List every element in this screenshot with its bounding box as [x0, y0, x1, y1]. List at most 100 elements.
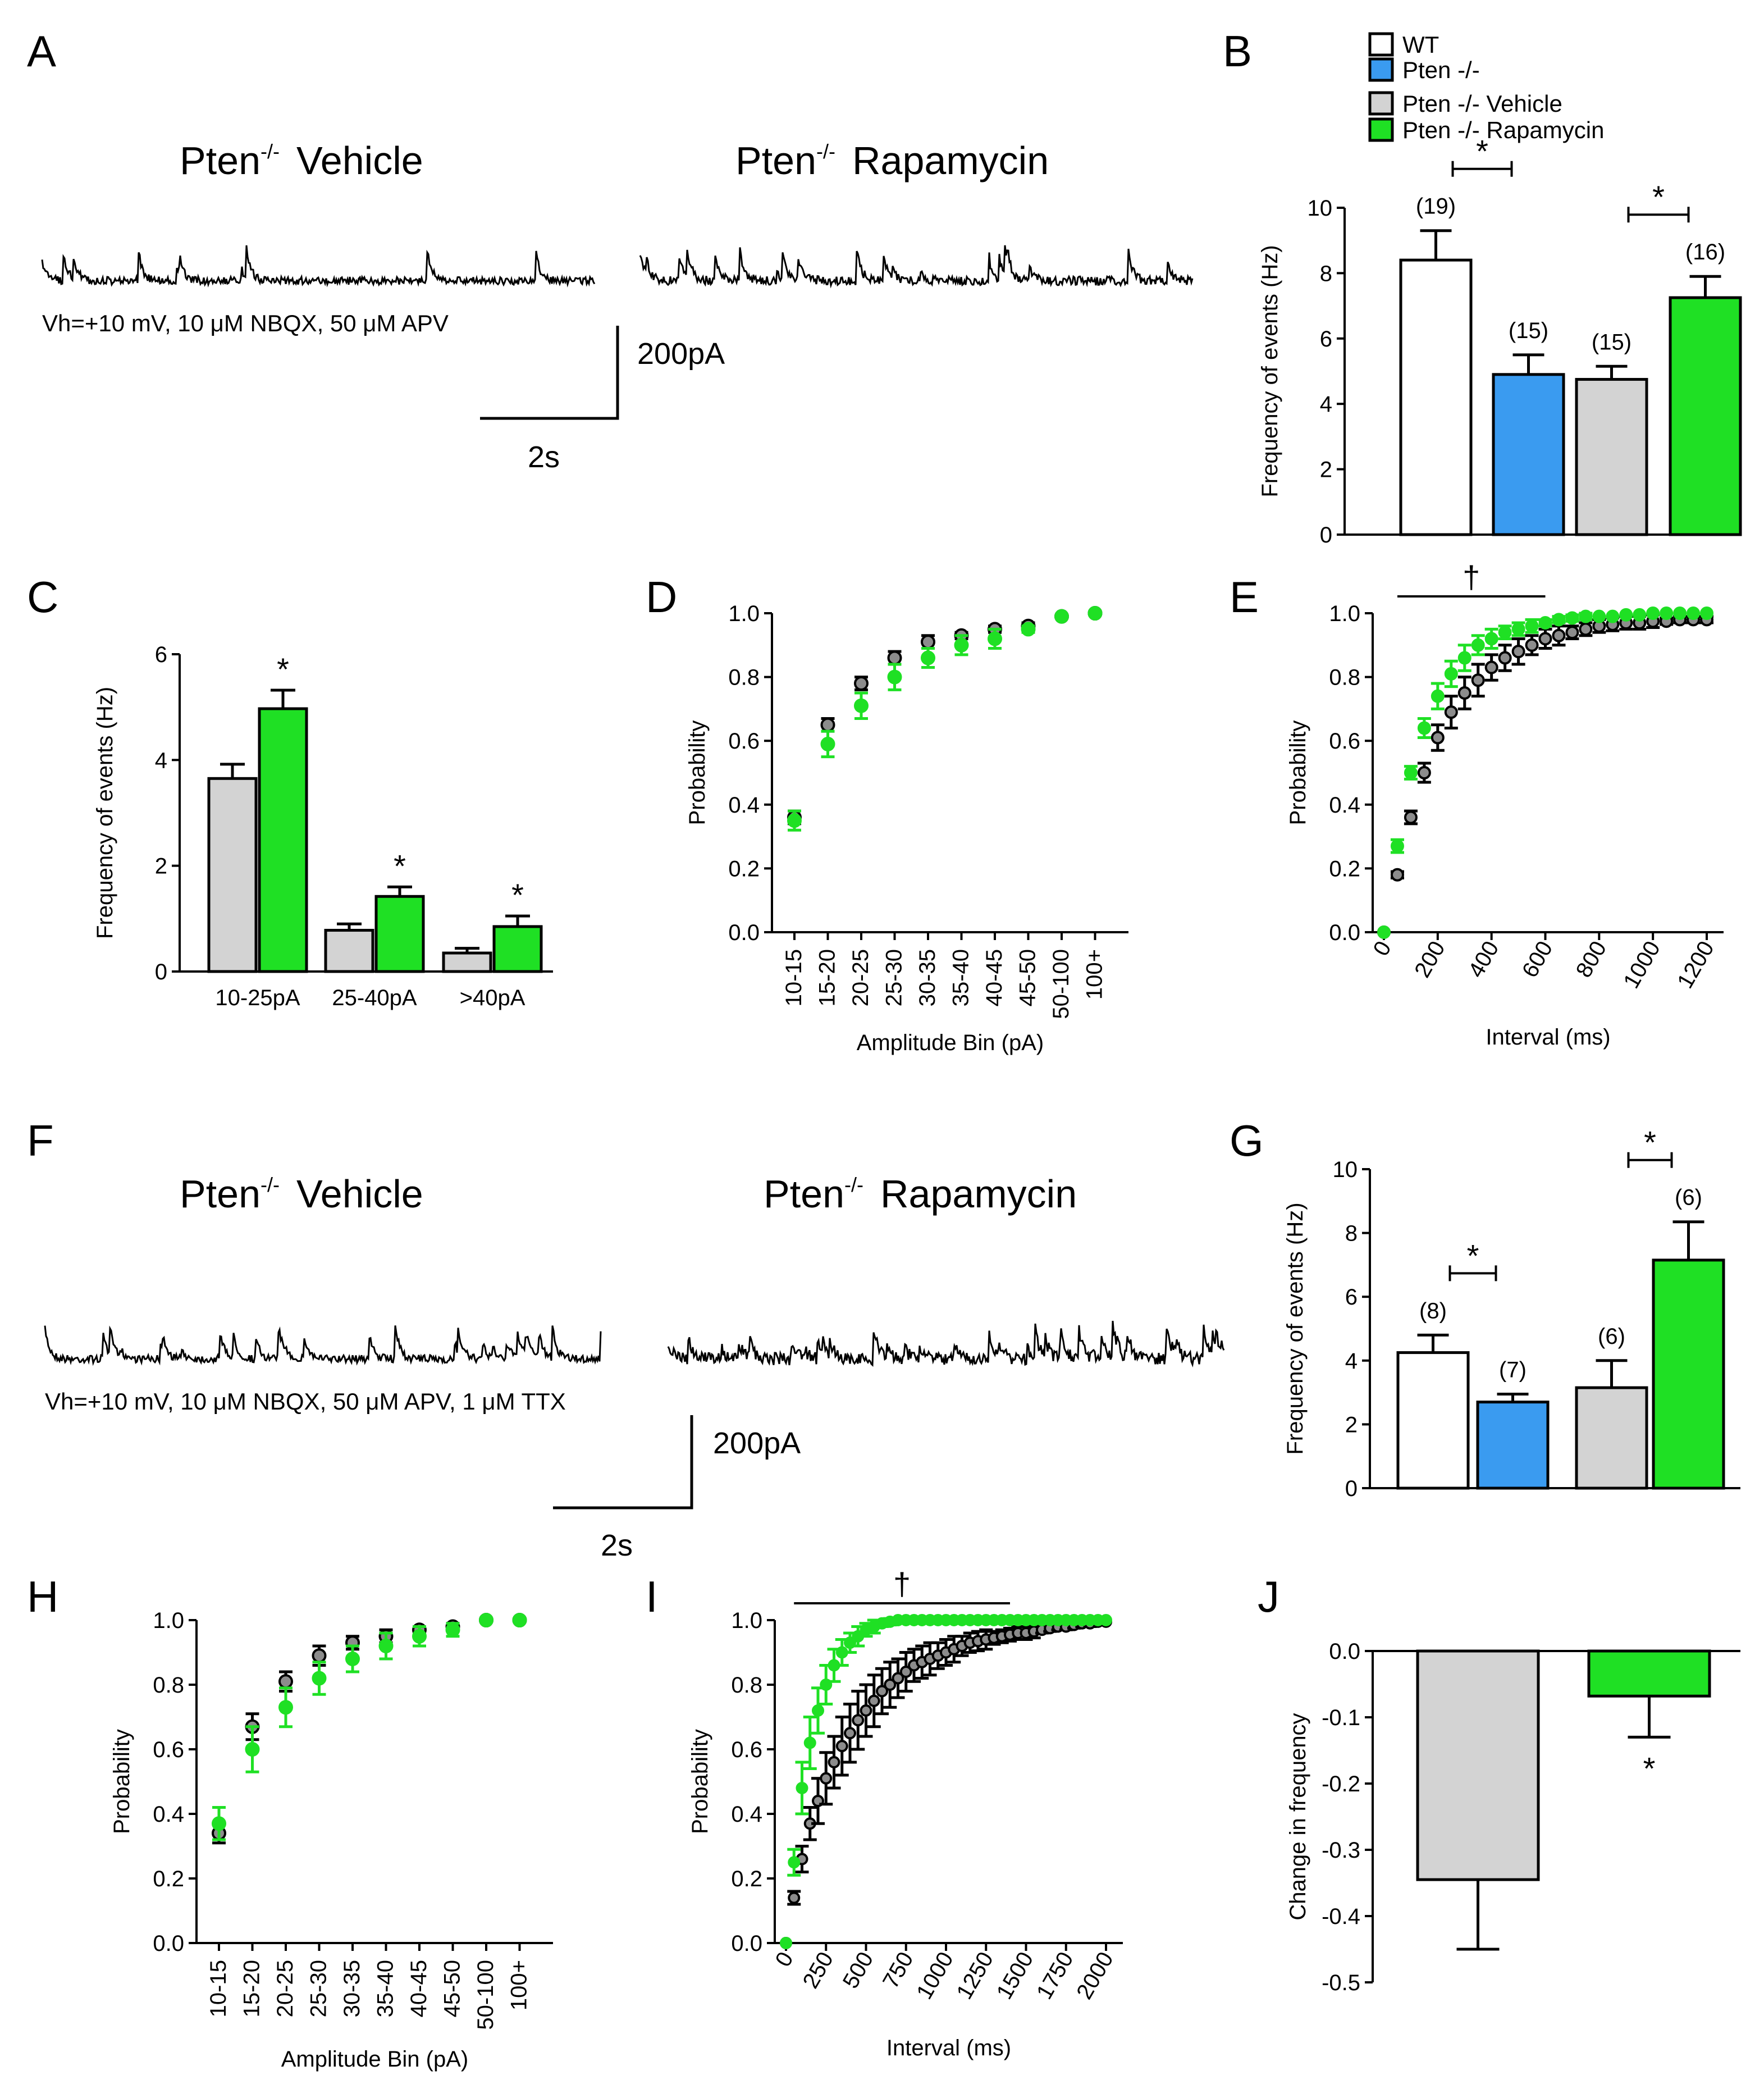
sig-star: * [394, 848, 406, 883]
data-point [1565, 626, 1579, 640]
data-point [1431, 689, 1445, 703]
x-tick-label: 50-100 [1049, 949, 1073, 1019]
scale-label-y-a: 200pA [637, 337, 725, 371]
data-point [820, 717, 835, 732]
y-tick-label: 6 [1345, 1285, 1358, 1310]
y-axis-label: Probability [688, 1729, 712, 1834]
x-tick-label: 250 [798, 1948, 838, 1993]
x-tick-label: 800 [1571, 937, 1611, 982]
legend: WT Pten -/- Pten -/- Vehicle Pten -/- Ra… [1368, 31, 1604, 143]
x-tick-label: 600 [1518, 937, 1557, 982]
data-point [1498, 626, 1512, 640]
traces-panel-f [44, 1320, 1225, 1368]
y-tick-label: 10 [1308, 196, 1333, 221]
legend-swatch-wt [1368, 32, 1394, 57]
data-point [1431, 731, 1445, 745]
data-point [1498, 651, 1512, 665]
x-tick-label: 50-100 [473, 1960, 498, 2030]
x-tick-label: 35-40 [949, 949, 974, 1006]
data-point [921, 635, 935, 650]
y-tick-label: 0.6 [728, 729, 760, 754]
y-tick-label: 0.6 [1329, 729, 1360, 754]
data-point [1538, 616, 1552, 630]
chart-j: -0.5 -0.4 -0.3 -0.2 -0.1 0.0 Change in frequen… [1286, 1639, 1740, 1995]
data-point [867, 1694, 880, 1707]
data-point [1444, 705, 1458, 719]
legend-label-wt: WT [1402, 31, 1439, 58]
data-point [1021, 622, 1036, 637]
y-tick-label: 0.2 [153, 1867, 184, 1891]
x-tick-label: 1250 [952, 1948, 998, 2004]
data-point [378, 1639, 394, 1653]
data-point [787, 813, 802, 828]
x-tick-label: 25-30 [882, 949, 907, 1006]
x-tick-label: 20-25 [273, 1960, 298, 2017]
trace-rapamycin-f [667, 1320, 1225, 1368]
data-point [1457, 686, 1471, 700]
data-point [1700, 606, 1713, 620]
panel-letter-c: C [27, 572, 58, 622]
data-point [412, 1629, 427, 1644]
data-point [1054, 609, 1069, 624]
y-tick-label: -0.5 [1322, 1971, 1360, 1995]
data-point [1484, 660, 1498, 674]
bar-4 [1652, 1258, 1725, 1490]
y-tick-label: 0.4 [153, 1802, 184, 1827]
bar-1 [1396, 1351, 1470, 1490]
data-point [1417, 766, 1431, 779]
data-point [820, 1772, 833, 1785]
trace-vehicle-a [41, 245, 596, 288]
scale-bar-f [553, 1415, 693, 1509]
data-point [1579, 609, 1593, 623]
data-point [278, 1700, 293, 1715]
n-label-2: (15) [1509, 318, 1548, 343]
y-tick-label: 0.0 [1329, 920, 1360, 945]
x-tick-label: 0 [1369, 937, 1396, 960]
panel-letter-h: H [27, 1572, 58, 1621]
n-label-3: (15) [1592, 330, 1632, 354]
data-point [278, 1674, 293, 1689]
legend-swatch-pten [1368, 57, 1394, 82]
x-tick-label: 1200 [1672, 937, 1719, 993]
y-tick-label: 2 [1345, 1412, 1358, 1437]
y-tick-label: 4 [155, 748, 167, 773]
y-tick-label: 1.0 [728, 601, 760, 626]
data-point [1660, 606, 1674, 620]
data-point [1579, 622, 1593, 636]
sig-star: * [1643, 1750, 1656, 1786]
data-point [1525, 638, 1539, 652]
data-point [860, 1704, 872, 1717]
x-tick-label: 45-50 [1016, 949, 1040, 1006]
chart-c: 0 2 4 6 Frequency of events (Hz) * 10-25pA * 25-… [93, 642, 553, 1010]
panel-letter-f: F [27, 1116, 54, 1165]
bar-10-25pA [258, 707, 308, 973]
data-point [835, 1740, 848, 1753]
data-point [788, 1891, 801, 1904]
data-point [887, 650, 902, 665]
x-tick-label: 200 [1410, 937, 1450, 982]
sig-star: * [1652, 179, 1665, 215]
data-point [1673, 606, 1687, 620]
traces-panel-a [41, 245, 1194, 289]
y-tick-label: 0.2 [1329, 856, 1360, 881]
bar-25-40pA [324, 929, 374, 973]
data-point [1444, 667, 1458, 681]
n-label-4: (16) [1685, 240, 1725, 264]
data-point [887, 669, 902, 685]
sig-star: * [1476, 134, 1488, 169]
panel-letter-e: E [1230, 572, 1259, 622]
panel-letter-b: B [1223, 26, 1252, 76]
data-point [1511, 645, 1525, 659]
data-point [921, 650, 935, 665]
x-tick-label: 750 [878, 1948, 918, 1993]
data-point [820, 736, 835, 751]
bar->40pA [492, 925, 543, 973]
data-point [312, 1648, 327, 1663]
x-axis-label: Amplitude Bin (pA) [857, 1030, 1044, 1055]
legend-swatch-rapamycin [1368, 117, 1394, 142]
dagger: † [893, 1566, 911, 1602]
y-tick-label: 4 [1320, 392, 1332, 417]
y-tick-label: 0.4 [1329, 793, 1360, 818]
scale-label-y-f: 200pA [713, 1426, 801, 1460]
